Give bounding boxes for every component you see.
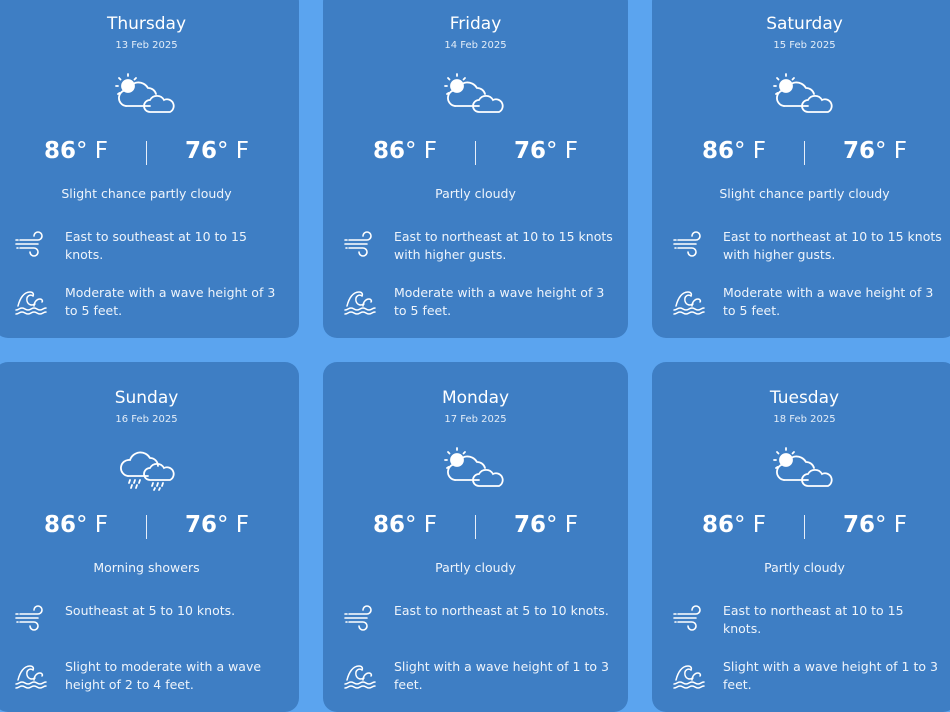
low-temp: 76° F — [842, 512, 908, 538]
temp-divider — [146, 141, 147, 165]
rain-cloud-icon — [114, 446, 180, 492]
low-temp: 76° F — [513, 512, 579, 538]
day-name: Monday — [441, 388, 510, 408]
high-temp: 86° F — [701, 138, 767, 164]
weather-description: Slight chance partly cloudy — [719, 186, 890, 201]
high-temp: 86° F — [372, 512, 438, 538]
partly-cloudy-icon — [443, 72, 509, 118]
wind-info: East to northeast at 5 to 10 knots. — [343, 602, 614, 642]
temperatures: 86° F 76° F — [323, 138, 628, 168]
temperatures: 86° F 76° F — [652, 138, 950, 168]
wind-info: East to northeast at 10 to 15 knots. — [672, 602, 943, 642]
wind-info: Southeast at 5 to 10 knots. — [14, 602, 285, 642]
high-temp: 86° F — [43, 512, 109, 538]
temperatures: 86° F 76° F — [0, 512, 299, 542]
high-temp: 86° F — [372, 138, 438, 164]
wave-info: Slight with a wave height of 1 to 3 feet… — [343, 658, 614, 698]
temperatures: 86° F 76° F — [0, 138, 299, 168]
wave-info: Slight to moderate with a wave height of… — [14, 658, 285, 698]
forecast-card-tuesday: Tuesday 18 Feb 2025 86° F 76° F Partly c… — [652, 362, 950, 712]
wave-icon — [673, 665, 705, 689]
forecast-date: 15 Feb 2025 — [773, 40, 836, 51]
temperatures: 86° F 76° F — [652, 512, 950, 542]
wind-icon — [344, 231, 372, 257]
forecast-date: 16 Feb 2025 — [115, 414, 178, 425]
weather-description: Partly cloudy — [435, 186, 516, 201]
wave-info: Moderate with a wave height of 3 to 5 fe… — [672, 284, 943, 324]
forecast-date: 13 Feb 2025 — [115, 40, 178, 51]
wave-info: Slight with a wave height of 1 to 3 feet… — [672, 658, 943, 698]
partly-cloudy-icon — [772, 446, 838, 492]
wind-icon — [15, 231, 43, 257]
day-name: Saturday — [766, 14, 843, 34]
high-temp: 86° F — [701, 512, 767, 538]
day-name: Thursday — [106, 14, 187, 34]
low-temp: 76° F — [184, 512, 250, 538]
wind-info: East to northeast at 10 to 15 knots with… — [343, 228, 614, 268]
forecast-card-sunday: Sunday 16 Feb 2025 86° F 76° F Morning s… — [0, 362, 299, 712]
wave-icon — [344, 291, 376, 315]
forecast-card-thursday: Thursday 13 Feb 2025 86° F 76° F Slight … — [0, 0, 299, 338]
weather-description: Slight chance partly cloudy — [61, 186, 232, 201]
wind-icon — [344, 605, 372, 631]
wind-icon — [15, 605, 43, 631]
day-name: Friday — [449, 14, 502, 34]
partly-cloudy-icon — [114, 72, 180, 118]
forecast-date: 18 Feb 2025 — [773, 414, 836, 425]
weather-description: Morning showers — [93, 560, 200, 575]
wave-info: Moderate with a wave height of 3 to 5 fe… — [14, 284, 285, 324]
temp-divider — [146, 515, 147, 539]
temp-divider — [475, 141, 476, 165]
wave-info: Moderate with a wave height of 3 to 5 fe… — [343, 284, 614, 324]
day-name: Sunday — [114, 388, 179, 408]
forecast-date: 14 Feb 2025 — [444, 40, 507, 51]
forecast-card-monday: Monday 17 Feb 2025 86° F 76° F Partly cl… — [323, 362, 628, 712]
forecast-card-saturday: Saturday 15 Feb 2025 86° F 76° F Slight … — [652, 0, 950, 338]
partly-cloudy-icon — [772, 72, 838, 118]
day-name: Tuesday — [769, 388, 840, 408]
wave-icon — [344, 665, 376, 689]
forecast-date: 17 Feb 2025 — [444, 414, 507, 425]
weather-description: Partly cloudy — [764, 560, 845, 575]
temp-divider — [804, 141, 805, 165]
temperatures: 86° F 76° F — [323, 512, 628, 542]
wind-icon — [673, 605, 701, 631]
wind-info: East to northeast at 10 to 15 knots with… — [672, 228, 943, 268]
low-temp: 76° F — [184, 138, 250, 164]
low-temp: 76° F — [513, 138, 579, 164]
partly-cloudy-icon — [443, 446, 509, 492]
wind-icon — [673, 231, 701, 257]
wave-icon — [673, 291, 705, 315]
low-temp: 76° F — [842, 138, 908, 164]
weather-description: Partly cloudy — [435, 560, 516, 575]
wave-icon — [15, 291, 47, 315]
temp-divider — [475, 515, 476, 539]
high-temp: 86° F — [43, 138, 109, 164]
wave-icon — [15, 665, 47, 689]
forecast-card-friday: Friday 14 Feb 2025 86° F 76° F Partly cl… — [323, 0, 628, 338]
temp-divider — [804, 515, 805, 539]
wind-info: East to southeast at 10 to 15 knots. — [14, 228, 285, 268]
